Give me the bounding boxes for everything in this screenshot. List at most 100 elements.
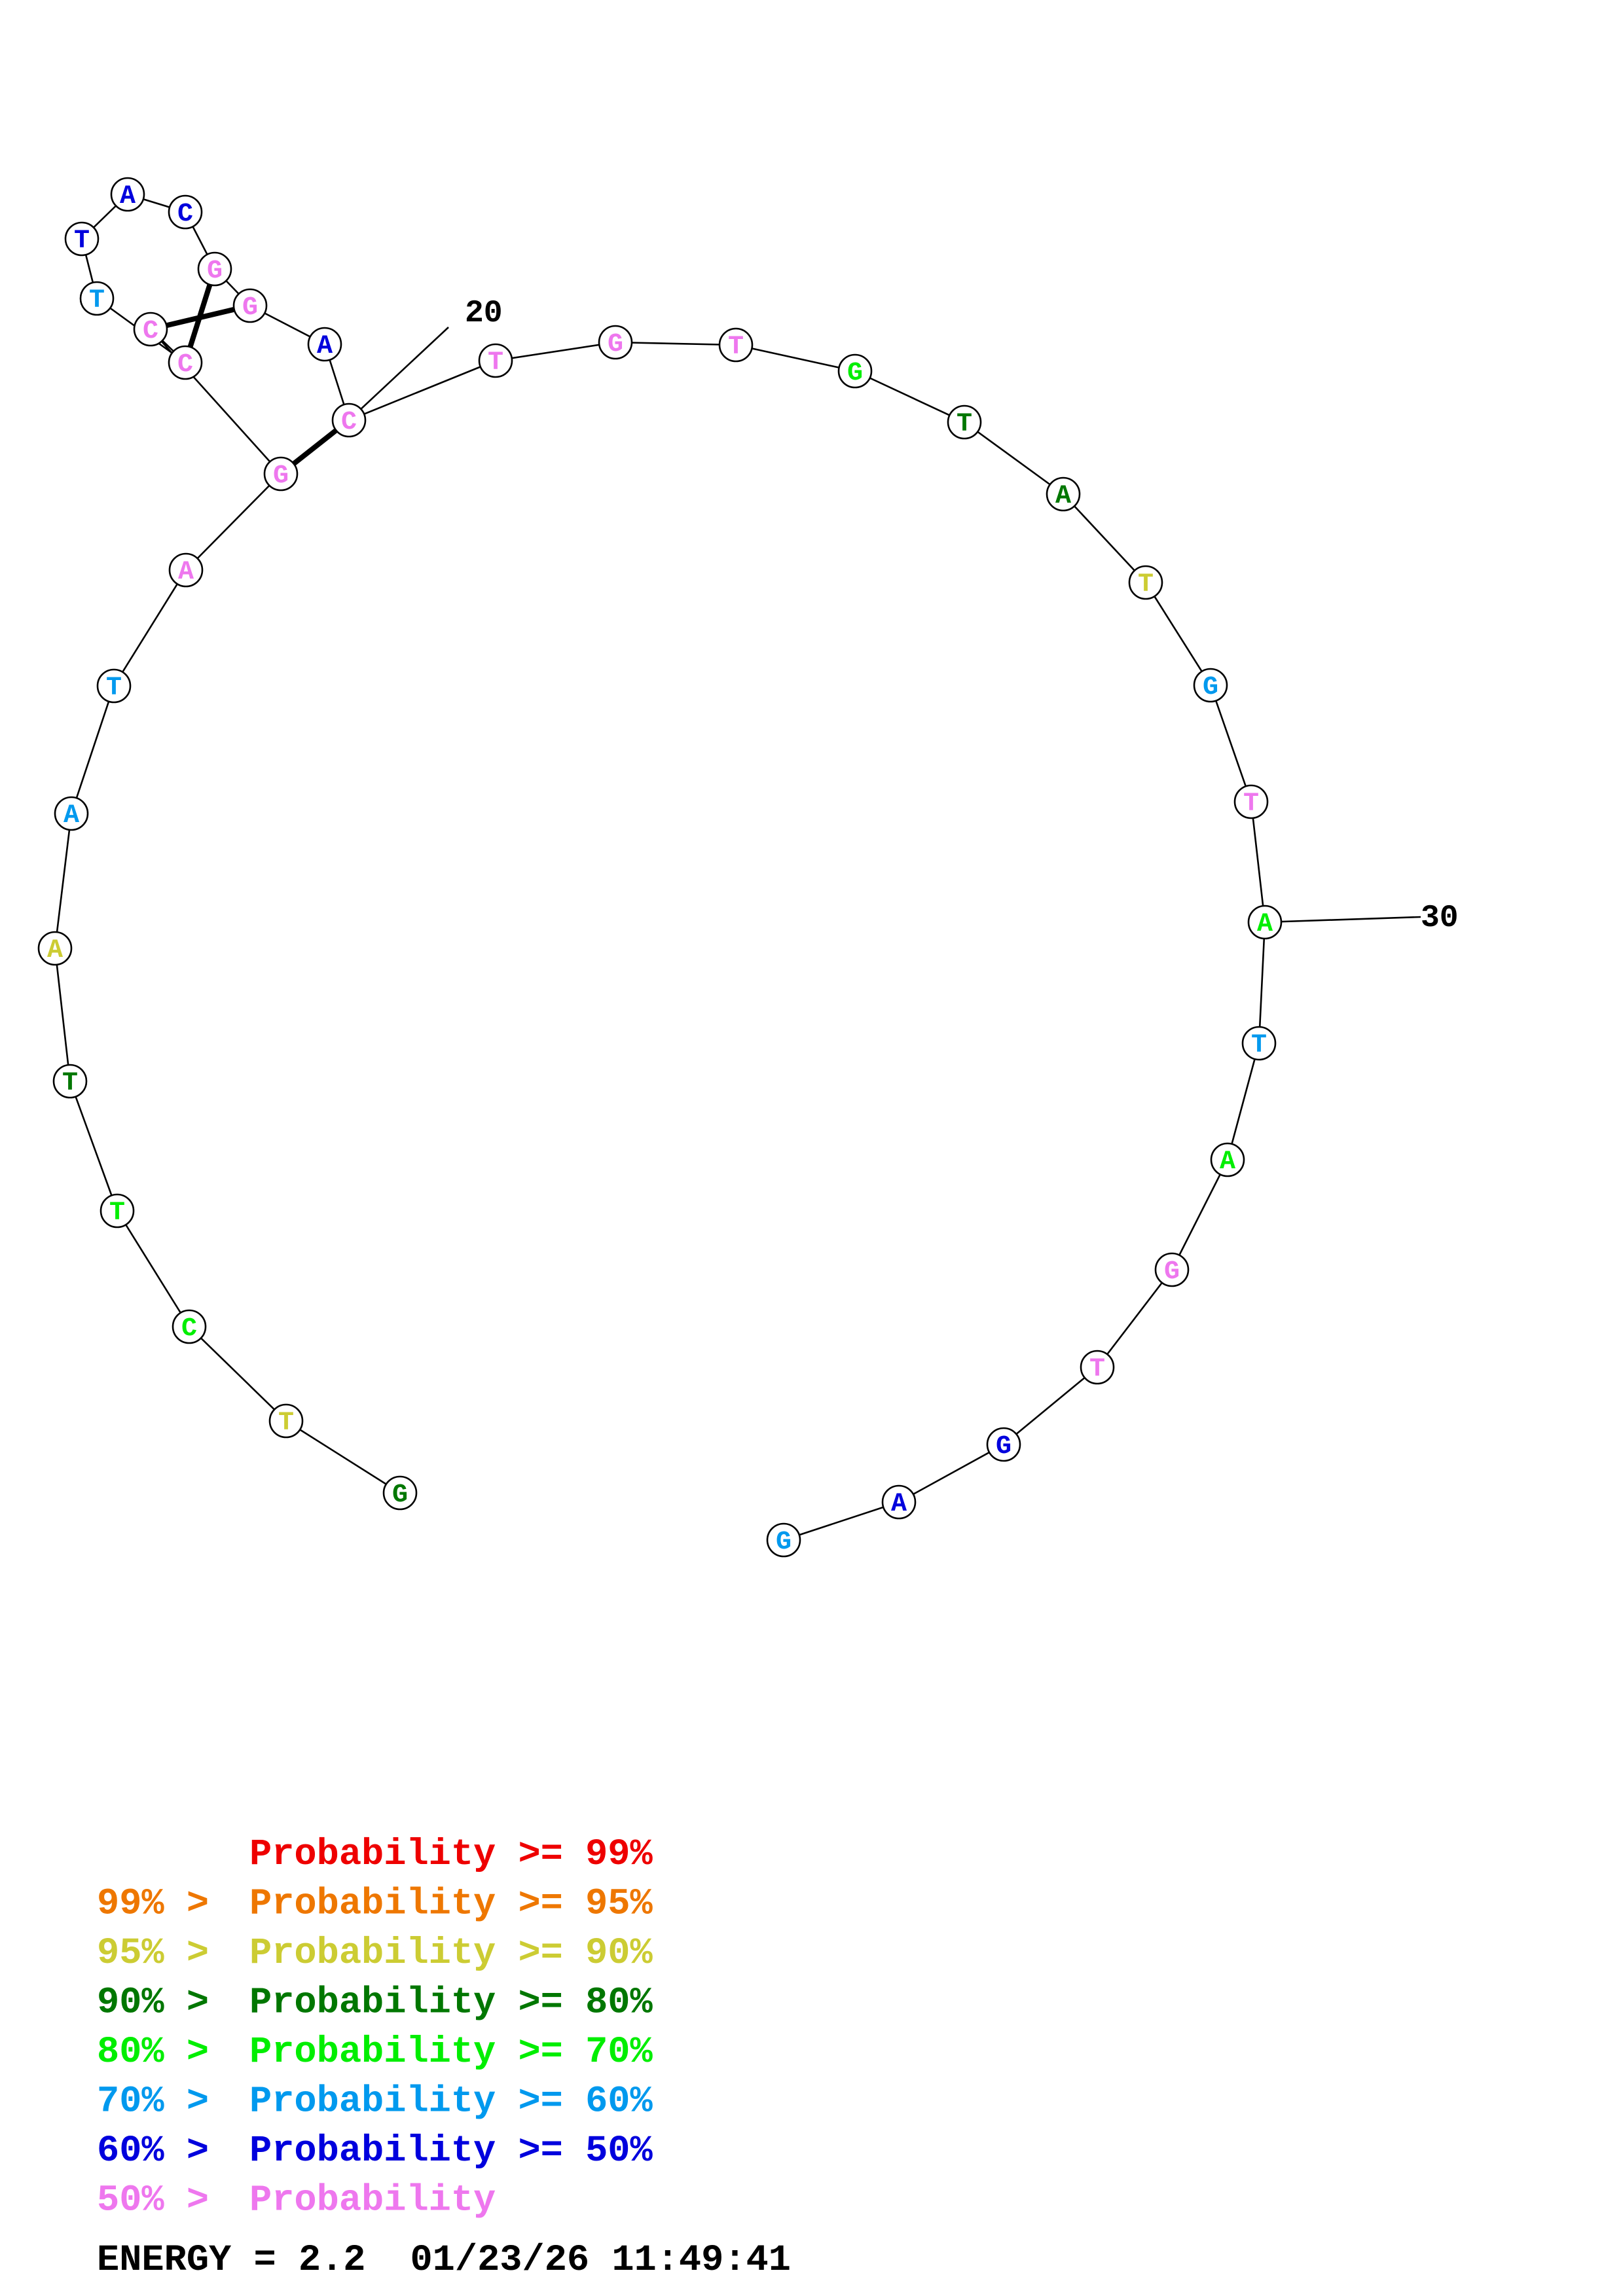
nucleotide-circle [232,288,268,323]
backbone-bond [1209,685,1252,802]
legend-text: Probability [249,2180,496,2222]
nucleotide-base: G [207,257,223,286]
nucleotide-circle [133,312,168,347]
backbone-bond [1258,922,1266,1044]
nucleotide: G [382,1475,418,1511]
nucleotide-base: C [177,350,193,380]
legend-text: Probability >= 80% [249,1982,653,2024]
nucleotide: A [1247,905,1283,940]
nucleotide: G [232,288,268,323]
legend-entry: 50% > Probability [97,2180,496,2222]
nucleotide-circle [881,1484,917,1520]
nucleotide-base: G [392,1480,408,1510]
legend-prefix: 80% > [97,2032,231,2073]
backbone-bond [615,341,737,346]
backbone-bond [1003,1366,1098,1446]
nucleotide-base: C [181,1314,197,1344]
nucleotide: T [1241,1026,1277,1061]
backbone-bond [1226,1043,1260,1160]
backbone-bond [69,1081,119,1211]
nucleotide-base: A [178,558,194,587]
legend-entry: 80% > Probability >= 70% [97,2032,653,2073]
nucleotide-circle [1233,784,1269,819]
nucleotide: C [168,345,203,380]
nucleotide: T [64,221,100,257]
nucleotide: G [986,1427,1021,1462]
nucleotide-circle [766,1522,801,1558]
nucleotide-circle [1210,1142,1245,1177]
nucleotide-circle [1247,905,1283,940]
backbone-bond [964,421,1064,495]
nucleotide-circle [1080,1350,1115,1385]
legend-entry: 95% > Probability >= 90% [97,1933,653,1975]
legend-text: Probability >= 95% [249,1884,653,1926]
nucleotide-circle [947,404,982,440]
backbone-bond [1096,1269,1173,1368]
nucleotide-circle [100,1193,135,1229]
nucleotide-circle [172,1309,207,1344]
nucleotide-base: A [1055,482,1071,511]
nucleotide: T [100,1193,135,1229]
nucleotide: C [168,194,203,230]
backbone-bond [898,1443,1004,1503]
nucleotide-circle [1154,1252,1190,1287]
nucleotide: G [837,353,873,389]
nucleotide: A [110,177,145,212]
nucleotide-circle [52,1064,88,1099]
nucleotide-base: T [74,226,90,256]
position-tick-label: 30 [1421,901,1459,936]
nucleotide-base: T [728,332,744,362]
nucleotide: C [331,403,367,438]
nucleotide-circle [168,194,203,230]
nucleotide-base: G [608,330,623,359]
nucleotide-circle [168,552,204,588]
legend-prefix: 99% > [97,1884,231,1926]
nucleotide-circle [268,1403,304,1439]
nucleotide: G [1193,668,1228,703]
position-tick-label: 20 [465,296,503,331]
nucleotide-base: T [1089,1355,1105,1384]
nucleotide: A [881,1484,917,1520]
nucleotide-base: G [242,293,258,323]
nucleotide-circle [986,1427,1021,1462]
backbone-bond [54,948,71,1082]
backbone-bond [783,1501,900,1541]
nucleotide-base: G [996,1432,1012,1462]
nucleotide: G [598,325,633,360]
nucleotide: T [79,281,115,316]
nucleotide-base: G [847,359,863,388]
nucleotide-base: T [278,1408,294,1438]
energy-readout: ENERGY = 2.2 01/23/26 11:49:41 [97,2240,791,2282]
nucleotide-circle [197,251,232,287]
legend-text: Probability >= 70% [249,2032,653,2073]
nucleotide: T [718,327,754,363]
nucleotide: A [37,931,73,966]
legend-prefix: 90% > [97,1982,231,2024]
backbone-bond [1063,493,1146,583]
nucleotide: T [478,343,513,378]
nucleotide-circle [598,325,633,360]
nucleotide: C [172,1309,207,1344]
nucleotide-circle [837,353,873,389]
nucleotide: G [766,1522,801,1558]
legend-text: Probability >= 60% [249,2081,653,2123]
nucleotide: T [96,668,132,704]
legend-prefix: 60% > [97,2130,231,2172]
backbone-bond [70,685,115,814]
backbone-bond [285,1420,401,1494]
nucleotide-base: A [317,332,333,361]
legend-entry: 99% > Probability >= 95% [97,1884,653,1926]
nucleotide-base: T [109,1198,125,1228]
nucleotide: T [1080,1350,1115,1385]
nucleotide-circle [331,403,367,438]
nucleotide-circle [1128,565,1163,600]
legend-text: Probability >= 50% [249,2130,653,2172]
nucleotide-circle [79,281,115,316]
nucleotide-base: T [89,286,105,315]
nucleotide-base: T [1243,789,1259,819]
nucleotide-base: T [488,348,503,378]
nucleotide-circle [64,221,100,257]
nucleotide-base: A [120,182,136,211]
